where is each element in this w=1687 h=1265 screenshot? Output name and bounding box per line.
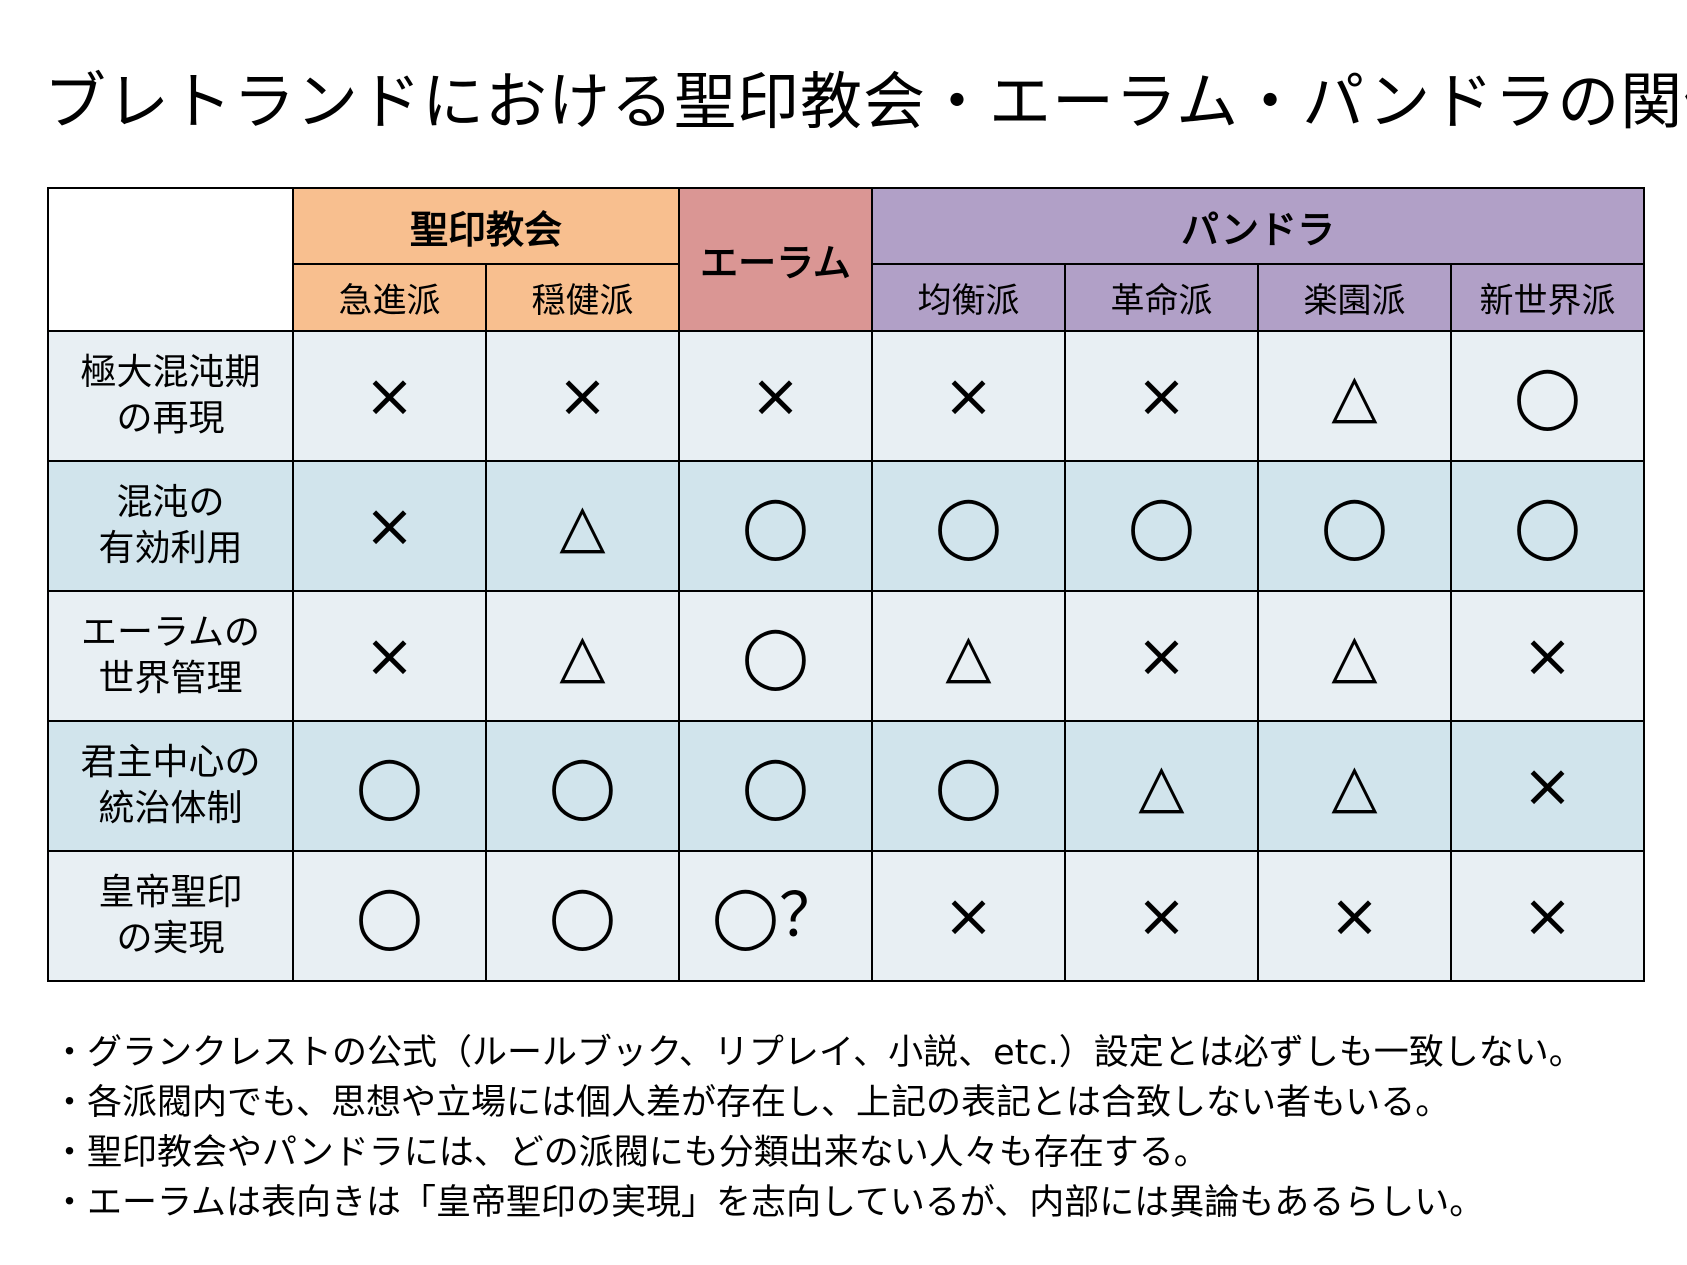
- mark-cell: ◯: [1450, 460, 1645, 592]
- mark-cell: ×: [1450, 720, 1645, 852]
- header-row-factions: 急進派 穏健派 均衡派 革命派 楽園派 新世界派: [48, 263, 1645, 332]
- row-label-line: の実現: [116, 918, 225, 959]
- mark-cell: △: [485, 460, 680, 592]
- mark-cell: ◯: [678, 720, 873, 852]
- row-label: エーラムの 世界管理: [47, 590, 294, 722]
- row-label-line: の再現: [116, 398, 225, 439]
- mark-cell: ×: [871, 330, 1066, 462]
- row-label-line: 君主中心の: [80, 742, 261, 783]
- mark-cell: ◯: [292, 720, 487, 852]
- mark-cell: ◯: [871, 460, 1066, 592]
- faction-header-rakuen: 楽園派: [1257, 263, 1452, 332]
- row-label: 極大混沌期 の再現: [47, 330, 294, 462]
- mark-cell: ◯: [871, 720, 1066, 852]
- mark-cell: ◯: [1064, 460, 1259, 592]
- mark-cell: △: [871, 590, 1066, 722]
- page-title: ブレトランドにおける聖印教会・エーラム・パンドラの関係: [44, 65, 1687, 138]
- relation-table: 聖印教会 エーラム パンドラ 急進派 穏健派 均衡派 革命派 楽園派 新世界派 …: [47, 187, 1645, 982]
- group-header-pandora: パンドラ: [871, 187, 1645, 265]
- header-row-groups: 聖印教会 エーラム パンドラ: [47, 187, 1645, 332]
- row-label-line: 統治体制: [98, 788, 243, 829]
- faction-header-onken: 穏健派: [485, 263, 680, 332]
- note-item: ・各派閥内でも、思想や立場には個人差が存在し、上記の表記とは合致しない者もいる。: [52, 1083, 1451, 1123]
- group-header-eram: エーラム: [678, 187, 873, 332]
- mark-cell: △: [1064, 720, 1259, 852]
- row-label-line: 皇帝聖印: [98, 872, 243, 913]
- mark-cell: ×: [1064, 330, 1259, 462]
- row-label: 皇帝聖印 の実現: [47, 850, 294, 982]
- mark-cell: ◯？: [678, 850, 873, 982]
- table-row: 混沌の 有効利用 × △ ◯ ◯ ◯ ◯ ◯: [47, 460, 1645, 592]
- mark-cell: ×: [1450, 850, 1645, 982]
- mark-cell: ◯: [1450, 330, 1645, 462]
- table-row: 極大混沌期 の再現 × × × × × △ ◯: [47, 330, 1645, 462]
- mark-cell: ×: [485, 330, 680, 462]
- mark-cell: △: [485, 590, 680, 722]
- note-item: ・グランクレストの公式（ルールブック、リプレイ、小説、etc.）設定とは必ずしも…: [52, 1033, 1584, 1073]
- notes-list: ・グランクレストの公式（ルールブック、リプレイ、小説、etc.）設定とは必ずしも…: [52, 1028, 1672, 1228]
- mark-cell: ×: [1257, 850, 1452, 982]
- mark-cell: ◯: [485, 720, 680, 852]
- note-item: ・エーラムは表向きは「皇帝聖印の実現」を志向しているが、内部には異論もあるらしい…: [52, 1183, 1485, 1223]
- row-label-line: 有効利用: [98, 528, 243, 569]
- mark-cell: △: [1257, 590, 1452, 722]
- mark-cell: ×: [292, 590, 487, 722]
- mark-cell: ×: [1450, 590, 1645, 722]
- mark-cell: ×: [1064, 590, 1259, 722]
- row-label: 君主中心の 統治体制: [47, 720, 294, 852]
- faction-header-kyushin: 急進派: [292, 263, 487, 332]
- mark-cell: ×: [678, 330, 873, 462]
- row-label: 混沌の 有効利用: [47, 460, 294, 592]
- row-label-line: 混沌の: [116, 482, 225, 523]
- note-item: ・聖印教会やパンドラには、どの派閥にも分類出来ない人々も存在する。: [52, 1133, 1209, 1173]
- mark-cell: ×: [1064, 850, 1259, 982]
- mark-cell: ◯: [678, 460, 873, 592]
- faction-header-shinsekai: 新世界派: [1450, 263, 1645, 332]
- mark-cell: △: [1257, 330, 1452, 462]
- row-label-line: 極大混沌期: [80, 352, 261, 393]
- faction-header-kakumei: 革命派: [1064, 263, 1259, 332]
- mark-cell: △: [1257, 720, 1452, 852]
- table-row: エーラムの 世界管理 × △ ◯ △ × △ ×: [47, 590, 1645, 722]
- table-row: 君主中心の 統治体制 ◯ ◯ ◯ ◯ △ △ ×: [47, 720, 1645, 852]
- corner-cell: [47, 187, 294, 332]
- group-header-seiin: 聖印教会: [292, 187, 680, 265]
- mark-cell: ◯: [292, 850, 487, 982]
- mark-cell: ◯: [485, 850, 680, 982]
- faction-header-kinko: 均衡派: [871, 263, 1066, 332]
- mark-cell: ×: [871, 850, 1066, 982]
- row-label-line: エーラムの: [81, 612, 260, 653]
- mark-cell: ◯: [1257, 460, 1452, 592]
- mark-cell: ◯: [678, 590, 873, 722]
- mark-cell: ×: [292, 460, 487, 592]
- row-label-line: 世界管理: [98, 658, 243, 699]
- table-row: 皇帝聖印 の実現 ◯ ◯ ◯？ × × × ×: [47, 850, 1645, 982]
- mark-cell: ×: [292, 330, 487, 462]
